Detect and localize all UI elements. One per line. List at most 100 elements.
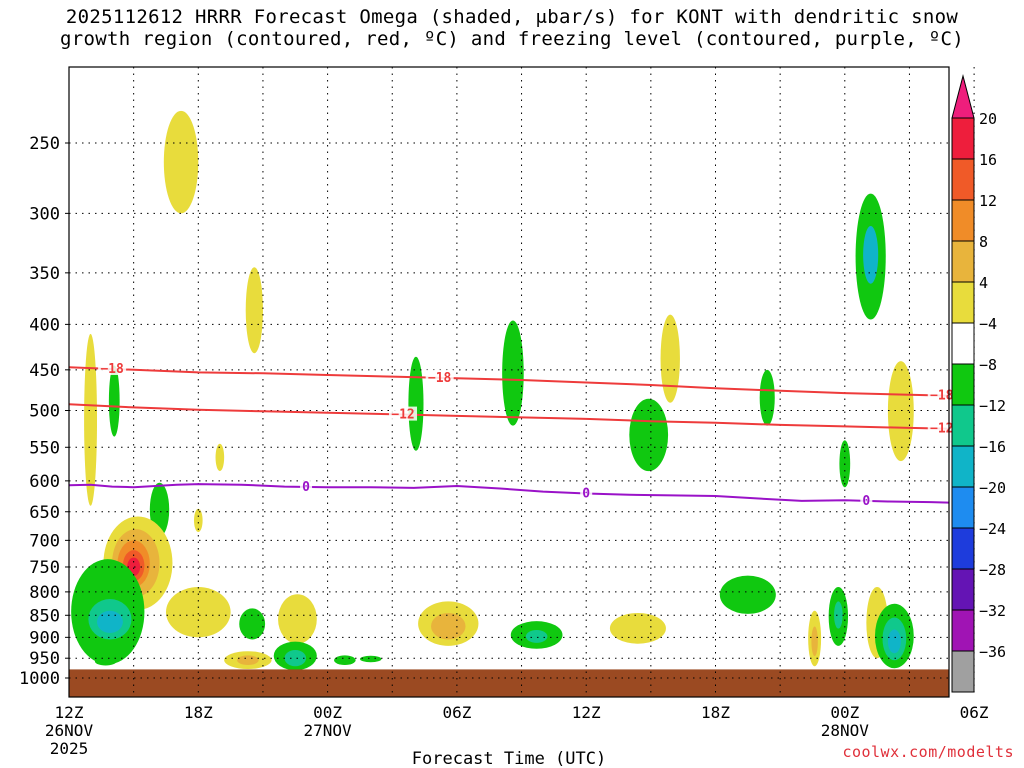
omega-cell-11 (759, 369, 775, 426)
omega-cell-10 (629, 398, 669, 472)
omega-colorbar: 20 16 12 8 4 −4 −8 −12 −16 −20 −24 −28 −32 −36 (951, 74, 1006, 693)
contour--18C (69, 366, 949, 397)
contour-label-freezing-0: 0 (302, 480, 310, 495)
contour-label-bg-freezing-1 (580, 485, 593, 500)
omega-cell-32 (334, 655, 356, 666)
omega-cell-1 (108, 365, 120, 437)
colorbar-band-4 (951, 281, 975, 324)
colorbar-band-7 (951, 404, 975, 447)
omega-cell-2 (163, 110, 199, 214)
plot-frame (68, 66, 950, 698)
colorbar-label-0: 20 (979, 110, 997, 128)
y-tick-label-1000: 1000 (19, 669, 60, 689)
x-tick-label-6: 18Z (184, 703, 213, 722)
contour--12C (69, 403, 949, 430)
ground-below-surface (69, 669, 949, 697)
y-tick-label-750: 750 (29, 558, 60, 578)
omega-cell-24 (97, 610, 123, 634)
colorbar-band-13 (951, 650, 975, 693)
y-tick-label-450: 450 (29, 361, 60, 381)
x-tick-sublabel-0-1: 2025 (50, 739, 89, 758)
x-tick-label-18: 06Z (442, 703, 471, 722)
contour-label--18C-0: −18 (100, 362, 124, 377)
y-tick-label-250: 250 (29, 134, 60, 154)
omega-cell-34 (431, 613, 466, 640)
omega-cell-36 (525, 629, 548, 643)
colorbar-band-12 (951, 609, 975, 652)
contour-labels: −18 −18 −18 −12 −12 0 0 0 (98, 360, 956, 509)
colorbar-band-5 (951, 322, 975, 365)
x-tick-sublabel-36-0: 28NOV (821, 721, 870, 740)
omega-cell-13 (863, 226, 879, 284)
contour-label-freezing-1: 0 (582, 487, 590, 502)
y-tick-label-550: 550 (29, 438, 60, 458)
y-tick-label-600: 600 (29, 472, 60, 492)
colorbar-label-3: 8 (979, 233, 988, 251)
colorbar-label-5: −4 (979, 315, 997, 333)
temperature-contours (69, 366, 949, 504)
x-tick-sublabel-12-0: 27NOV (304, 721, 353, 740)
x-tick-label-30: 18Z (701, 703, 730, 722)
chart-title: 2025112612 HRRR Forecast Omega (shaded, … (0, 6, 1024, 50)
contour-freezing (69, 483, 949, 504)
y-tick-label-700: 700 (29, 531, 60, 551)
colorbar-label-7: −12 (979, 397, 1006, 415)
omega-cell-4 (215, 443, 225, 472)
y-tick-label-850: 850 (29, 606, 60, 626)
omega-cell-31 (284, 649, 307, 667)
y-tick-label-650: 650 (29, 503, 60, 523)
colorbar-band-9 (951, 486, 975, 529)
omega-cell-0 (84, 333, 98, 506)
colorbar-band-2 (951, 199, 975, 242)
colorbar-label-4: 4 (979, 274, 988, 292)
omega-cell-5 (193, 508, 203, 532)
contour-label-bg--12C-0 (389, 406, 418, 421)
colorbar-band-8 (951, 445, 975, 488)
omega-cell-26 (239, 608, 266, 640)
colorbar-band-10 (951, 527, 975, 570)
y-tick-label-800: 800 (29, 583, 60, 603)
x-tick-label-24: 12Z (572, 703, 601, 722)
contour-label-bg--18C-1 (425, 369, 454, 384)
colorbar-label-13: −36 (979, 643, 1006, 661)
omega-cell-46 (887, 629, 901, 654)
contour-label-bg-freezing-2 (860, 492, 873, 507)
x-axis-title: Forecast Time (UTC) (412, 749, 606, 768)
omega-cell-15 (887, 361, 914, 462)
contour-label-bg--18C-0 (98, 360, 127, 375)
omega-cell-27 (278, 594, 317, 644)
omega-cell-29 (237, 655, 259, 666)
colorbar-band-1 (951, 158, 975, 201)
omega-cell-49 (94, 657, 117, 666)
x-tick-label-12: 00Z (313, 703, 342, 722)
omega-cell-8 (502, 320, 524, 426)
omega-cell-3 (245, 267, 263, 354)
colorbar-band-0 (951, 117, 975, 160)
colorbar-label-8: −16 (979, 438, 1006, 456)
omega-cell-38 (719, 575, 776, 614)
chart-title-line-1: 2025112612 HRRR Forecast Omega (shaded, … (65, 6, 959, 28)
contour-label--18C-1: −18 (428, 371, 452, 386)
y-tick-label-300: 300 (29, 204, 60, 224)
colorbar-band-6 (951, 363, 975, 406)
colorbar-band-3 (951, 240, 975, 283)
x-tick-label-36: 00Z (830, 703, 859, 722)
x-tick-sublabel-0-0: 26NOV (45, 721, 94, 740)
omega-shading-layer (71, 110, 914, 671)
credit-text[interactable]: coolwx.com/modelts (842, 743, 1014, 761)
contour-label-freezing-2: 0 (862, 494, 870, 509)
x-tick-label-0: 12Z (55, 703, 84, 722)
chart-title-line-2: growth region (contoured, red, ºC) and f… (60, 28, 964, 50)
colorbar-label-2: 12 (979, 192, 997, 210)
colorbar-label-10: −24 (979, 520, 1006, 538)
omega-cell-7 (408, 356, 424, 451)
y-axis-pressure-labels: 2503003504004505005506006507007508008509… (19, 134, 69, 689)
colorbar-label-1: 16 (979, 151, 997, 169)
y-tick-label-400: 400 (29, 315, 60, 335)
y-tick-label-950: 950 (29, 649, 60, 669)
contour-label--12C-1: −12 (930, 422, 953, 437)
colorbar-label-11: −28 (979, 561, 1006, 579)
colorbar-arrow-top (951, 74, 975, 119)
